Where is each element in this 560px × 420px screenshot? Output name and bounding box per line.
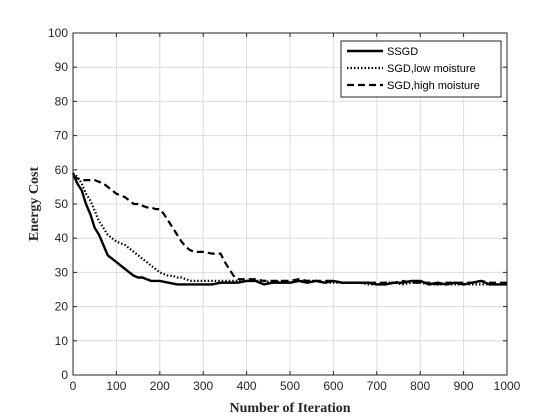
- y-tick-label: 100: [48, 26, 68, 40]
- x-tick-label: 500: [280, 379, 300, 393]
- y-tick-label: 50: [55, 197, 69, 211]
- y-tick-label: 60: [55, 163, 69, 177]
- y-tick-label: 40: [55, 231, 69, 245]
- y-tick-label: 30: [55, 265, 69, 279]
- axis-ticks: 0 100 200 300 400 500 600 700 800 900 1000 0 10 20 30 4…: [48, 26, 521, 393]
- x-tick-label: 900: [454, 379, 474, 393]
- legend: SSGD SGD,low moisture SGD,high moisture: [340, 40, 502, 98]
- x-tick-label: 600: [323, 379, 343, 393]
- series-lines: [71, 172, 507, 286]
- y-axis-label: Energy Cost: [27, 167, 42, 242]
- y-tick-label: 80: [55, 94, 69, 108]
- y-tick-label: 90: [55, 60, 69, 74]
- series-line-3: [72, 175, 507, 286]
- series-line-2: [72, 172, 507, 286]
- x-tick-label: 800: [410, 379, 430, 393]
- y-tick-label: 0: [61, 368, 68, 382]
- legend-label-1: SSGD: [387, 46, 418, 58]
- y-tick-label: 70: [55, 129, 69, 143]
- x-tick-label: 100: [106, 379, 126, 393]
- legend-label-2: SGD,low moisture: [387, 63, 476, 75]
- x-axis-label: Number of Iteration: [229, 401, 350, 416]
- x-tick-label: 300: [193, 379, 213, 393]
- x-tick-label: 400: [237, 379, 257, 393]
- x-tick-label: 1000: [494, 379, 521, 393]
- legend-label-3: SGD,high moisture: [387, 80, 480, 92]
- y-tick-label: 20: [55, 300, 69, 314]
- x-tick-label: 200: [150, 379, 170, 393]
- y-tick-label: 10: [55, 334, 69, 348]
- x-tick-label: 700: [367, 379, 387, 393]
- grid-lines: [73, 33, 507, 375]
- x-tick-label: 0: [70, 379, 77, 393]
